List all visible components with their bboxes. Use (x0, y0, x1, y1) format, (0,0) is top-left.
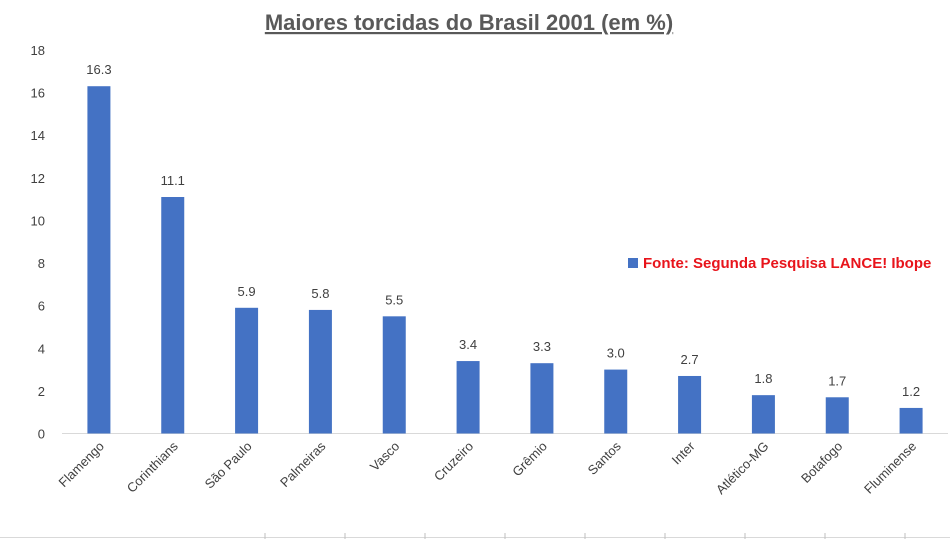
legend-entry-label: Fonte: Segunda Pesquisa LANCE! Ibope (643, 255, 931, 272)
data-label: 11.1 (161, 173, 185, 188)
x-tick-label: Fluminense (861, 439, 919, 497)
data-label: 2.7 (681, 352, 699, 367)
x-tick-label: Inter (669, 438, 698, 467)
x-tick-label: Cruzeiro (431, 439, 476, 484)
legend-swatch (628, 258, 638, 268)
bar (382, 316, 406, 434)
x-tick-label: Botafogo (798, 439, 845, 486)
data-label: 5.8 (311, 286, 329, 301)
x-tick-label: Santos (585, 438, 625, 478)
bar (825, 397, 849, 434)
x-axis-tick-labels: Flamengo Corinthians São Paulo Palmeiras Vas… (56, 438, 920, 497)
bar (456, 361, 480, 434)
y-tick-label: 12 (31, 171, 45, 186)
data-label: 3.3 (533, 339, 551, 354)
y-tick-label: 6 (38, 299, 45, 314)
y-axis: 0 2 4 6 8 10 12 14 16 18 (31, 43, 45, 442)
legend: Fonte: Segunda Pesquisa LANCE! Ibope (628, 255, 931, 272)
x-tick-label: Atlético-MG (713, 439, 772, 498)
bar (751, 395, 775, 434)
data-label: 1.7 (828, 373, 846, 388)
data-label: 5.5 (385, 292, 403, 307)
bar (87, 86, 111, 434)
y-tick-label: 10 (31, 213, 45, 228)
x-tick-label: São Paulo (202, 439, 255, 492)
bar (161, 197, 185, 434)
bar (604, 369, 628, 434)
x-tick-label: Palmeiras (277, 438, 329, 490)
y-tick-label: 18 (31, 43, 45, 58)
data-labels: 16.3 11.1 5.9 5.8 5.5 3.4 3.3 3.0 2.7 1.8 1.7 1.2 (86, 62, 920, 399)
data-label: 1.2 (902, 384, 920, 399)
data-label: 1.8 (754, 371, 772, 386)
y-tick-label: 16 (31, 86, 45, 101)
bar (235, 307, 259, 434)
x-tick-label: Vasco (367, 439, 402, 474)
data-label: 16.3 (86, 62, 111, 77)
bar (678, 375, 702, 434)
data-label: 3.4 (459, 337, 477, 352)
x-tick-label: Grêmio (509, 439, 550, 480)
y-tick-label: 8 (38, 256, 45, 271)
bottom-border-ticks (0, 533, 950, 539)
data-label: 3.0 (607, 346, 625, 361)
x-tick-label: Corinthians (124, 438, 181, 495)
y-tick-label: 4 (38, 341, 45, 356)
chart-title: Maiores torcidas do Brasil 2001 (em %) (265, 10, 673, 35)
y-tick-label: 0 (38, 427, 45, 442)
bars (87, 86, 923, 434)
bar (899, 407, 923, 434)
data-label: 5.9 (238, 284, 256, 299)
y-tick-label: 2 (38, 384, 45, 399)
bar (308, 309, 332, 434)
bar (530, 363, 554, 434)
x-tick-label: Flamengo (56, 439, 107, 490)
y-tick-label: 14 (31, 128, 45, 143)
